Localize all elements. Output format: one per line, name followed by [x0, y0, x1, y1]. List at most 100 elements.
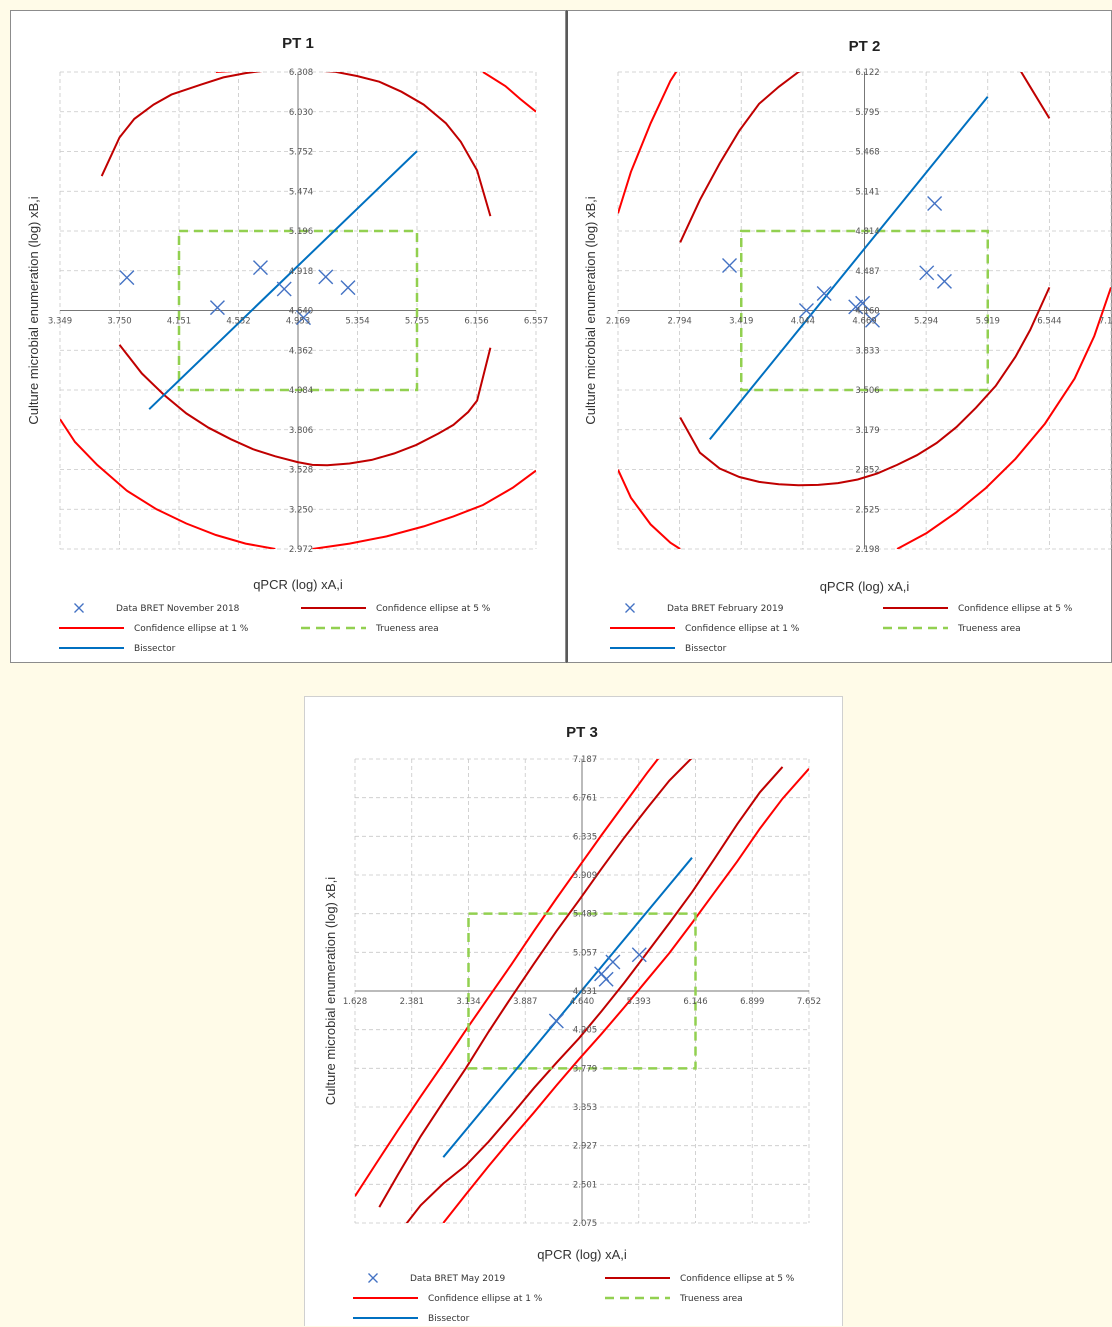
- legend-item: Confidence ellipse at 1 %: [59, 624, 249, 634]
- y-tick-label: 5.795: [855, 108, 879, 118]
- legend: Data BRET February 2019 Confidence ellips…: [610, 603, 1073, 654]
- x-tick-label: 6.557: [524, 317, 548, 327]
- y-tick-label: 5.752: [289, 148, 313, 158]
- legend-label: Confidence ellipse at 5 %: [680, 1274, 795, 1284]
- x-tick-label: 5.919: [976, 317, 1000, 327]
- x-tick-label: 3.750: [107, 317, 131, 327]
- trueness-area: [177, 229, 419, 392]
- data-point: [318, 269, 334, 285]
- legend-item: Confidence ellipse at 5 %: [605, 1274, 795, 1284]
- ellipse-1pct-line: [442, 768, 809, 1223]
- x-tick-label: 6.156: [464, 317, 488, 327]
- x-tick-label: 1.628: [343, 997, 367, 1007]
- chart-panel-pt1: PT 1 3.349 3.750 4.151 4.552 4.953 5.354 5.755 6…: [10, 10, 566, 663]
- x-tick-label: 2.381: [400, 997, 424, 1007]
- y-tick-label: 4.640: [289, 307, 313, 317]
- y-tick-label: 5.057: [573, 948, 597, 958]
- y-tick-label: 7.187: [573, 755, 597, 765]
- y-axis-title: Culture microbial enumeration (log) xB,i: [323, 877, 338, 1105]
- data-point-stroke: [927, 196, 943, 212]
- x-tick-label: 5.354: [345, 317, 369, 327]
- legend-item: Confidence ellipse at 5 %: [301, 604, 491, 614]
- x-tick-label: 2.794: [667, 317, 691, 327]
- chart-pt3: PT 3 1.628 2.381 3.134 3.887 4.640 5.393 6.146 6…: [323, 724, 821, 1324]
- x-tick-label: 4.640: [570, 997, 594, 1007]
- legend-label: Confidence ellipse at 1 %: [134, 624, 249, 634]
- y-tick-label: 2.075: [573, 1219, 597, 1229]
- y-tick-label: 4.160: [855, 307, 879, 317]
- y-tick-label: 6.335: [573, 832, 597, 842]
- data-point-stroke: [816, 285, 832, 301]
- data-point: [252, 260, 268, 276]
- data-point-stroke: [252, 260, 268, 276]
- y-tick-label: 5.196: [289, 227, 313, 237]
- legend-label: Bissector: [134, 644, 176, 654]
- legend-item: Confidence ellipse at 1 %: [610, 624, 800, 634]
- y-axis-title: Culture microbial enumeration (log) xB,i: [583, 196, 598, 424]
- ellipse-5pct-line: [118, 344, 492, 467]
- legend-label: Trueness area: [679, 1294, 743, 1304]
- legend-label: Data BRET November 2018: [116, 604, 240, 614]
- legend-item: Bissector: [353, 1314, 470, 1324]
- data-point-stroke: [631, 947, 647, 963]
- ellipse-5pct-line: [679, 72, 801, 243]
- legend-label: Confidence ellipse at 5 %: [958, 604, 1073, 614]
- y-tick-label: 3.806: [289, 426, 313, 436]
- y-tick-label: 3.179: [855, 426, 879, 436]
- y-tick-label: 3.353: [573, 1103, 597, 1113]
- legend-item: Confidence ellipse at 1 %: [353, 1294, 543, 1304]
- ellipse-1pct-line: [355, 759, 660, 1197]
- x-tick-label: 6.146: [683, 997, 707, 1007]
- y-tick-label: 3.779: [573, 1064, 597, 1074]
- y-tick-label: 4.631: [573, 987, 597, 997]
- y-tick-label: 3.506: [855, 386, 879, 396]
- y-tick-label: 6.308: [289, 68, 313, 78]
- y-tick-label: 6.761: [573, 794, 597, 804]
- data-point-stroke: [919, 265, 935, 281]
- legend: Data BRET May 2019 Confidence ellipse at …: [353, 1273, 795, 1324]
- data-point: [864, 312, 880, 328]
- plot-area: [355, 759, 809, 1223]
- y-tick-label: 5.909: [573, 871, 597, 881]
- data-point-stroke: [722, 258, 738, 274]
- ellipse-5pct-line: [100, 72, 492, 217]
- legend-item: Data BRET February 2019: [625, 603, 784, 614]
- legend-item: Trueness area: [605, 1294, 743, 1304]
- y-tick-label: 4.362: [289, 346, 313, 356]
- y-tick-label: 2.525: [855, 505, 879, 515]
- x-tick-label: 7.652: [797, 997, 821, 1007]
- trueness-area: [740, 229, 989, 392]
- x-tick-label: 7.169: [1099, 317, 1112, 327]
- x-tick-label: 6.544: [1037, 317, 1061, 327]
- legend-label: Data BRET May 2019: [410, 1274, 505, 1284]
- legend-swatch: [368, 1273, 378, 1283]
- data-point: [848, 299, 864, 315]
- chart-panel-pt2: PT 2 2.169 2.794 3.419 4.044 4.669 5.294 5.919 6…: [566, 10, 1112, 663]
- data-point: [798, 303, 814, 318]
- data-point-stroke: [276, 281, 292, 297]
- x-tick-label: 3.134: [456, 997, 480, 1007]
- ellipse-1pct-line: [215, 72, 234, 73]
- data-point: [936, 273, 952, 289]
- y-tick-label: 2.972: [289, 545, 313, 555]
- ellipse-1pct-line: [618, 469, 681, 549]
- chart-title: PT 2: [849, 38, 881, 55]
- data-point-stroke: [605, 954, 621, 970]
- data-point: [209, 300, 225, 316]
- y-tick-label: 6.030: [289, 108, 313, 118]
- bissector-line: [442, 857, 693, 1158]
- data-point-stroke: [598, 971, 614, 987]
- data-point: [855, 295, 871, 311]
- legend-label: Trueness area: [375, 624, 439, 634]
- y-tick-label: 6.122: [855, 68, 879, 78]
- y-tick-label: 4.918: [289, 267, 313, 277]
- y-tick-label: 4.205: [573, 1026, 597, 1036]
- y-tick-label: 5.474: [289, 187, 313, 197]
- x-axis-title: qPCR (log) xA,i: [253, 577, 343, 592]
- legend: Data BRET November 2018 Confidence ellips…: [59, 603, 491, 654]
- legend-label: Confidence ellipse at 1 %: [685, 624, 800, 634]
- x-tick-label: 4.669: [852, 317, 876, 327]
- data-point: [631, 947, 647, 963]
- ellipse-1pct-line: [60, 418, 276, 549]
- data-point-stroke: [855, 295, 871, 311]
